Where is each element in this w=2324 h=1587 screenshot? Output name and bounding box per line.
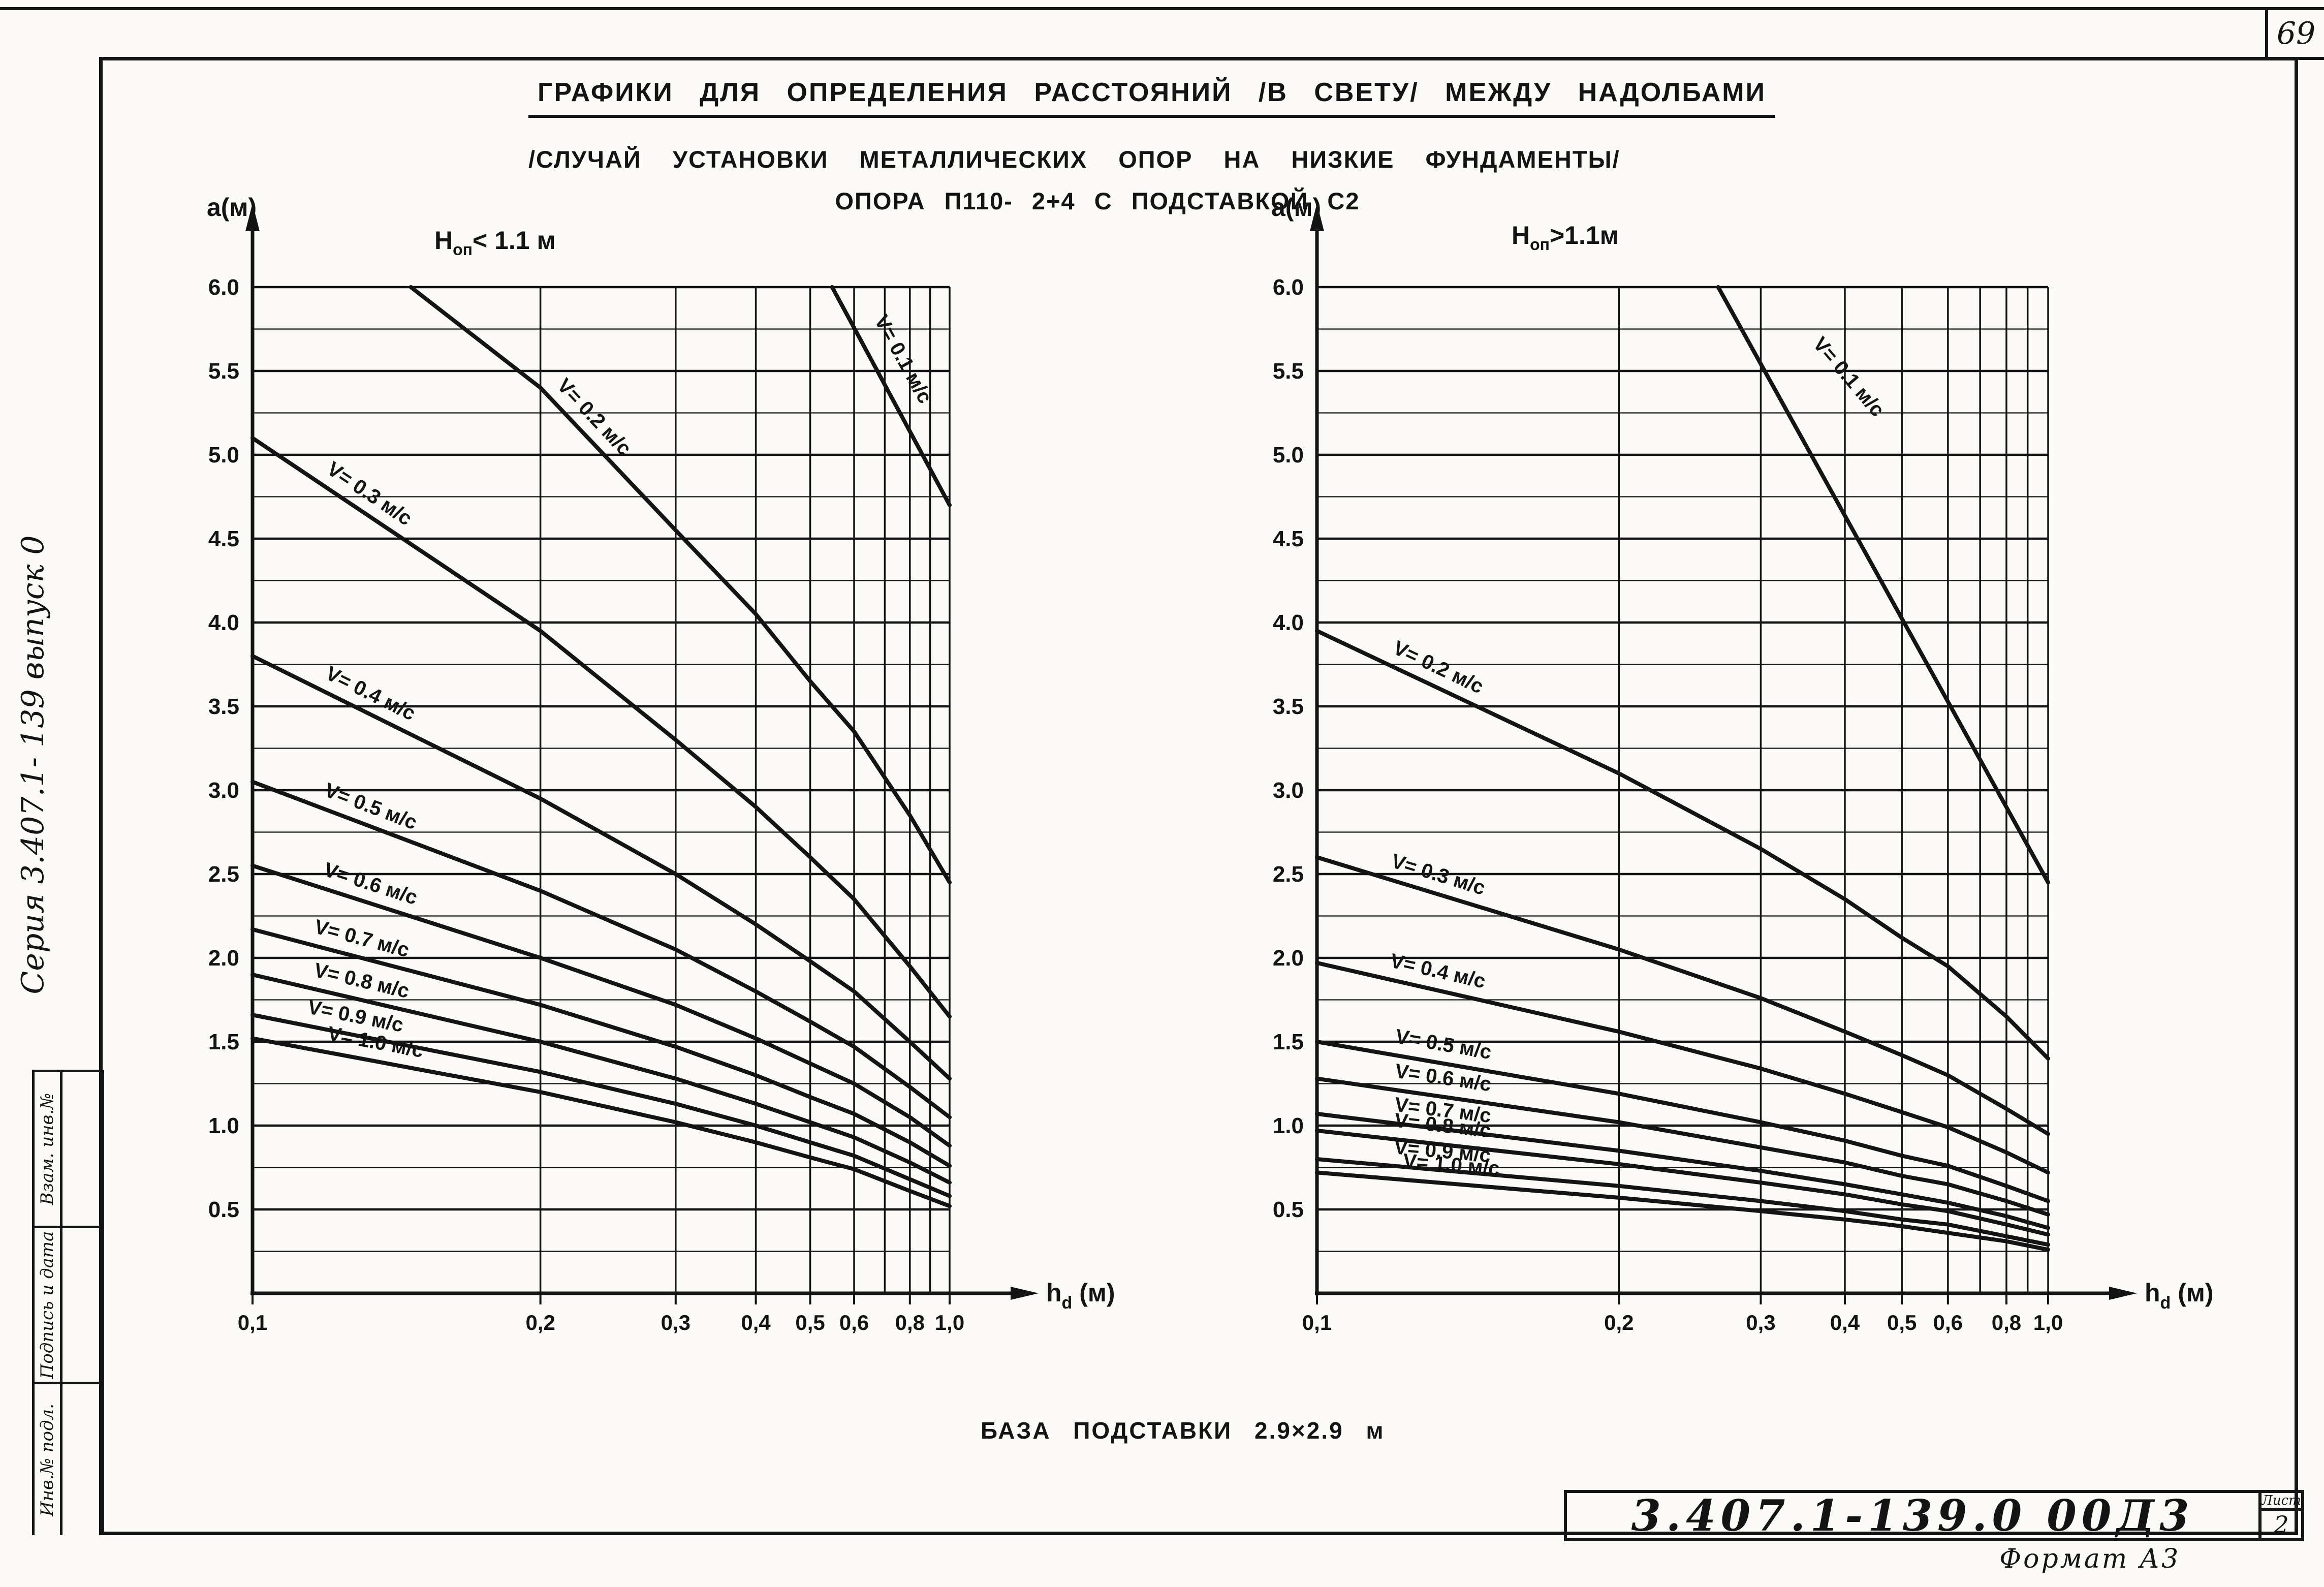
y-axis-arrow-icon <box>245 203 260 231</box>
x-tick-label: 0,6 <box>839 1311 869 1334</box>
x-tick-label: 0,8 <box>895 1311 925 1334</box>
x-tick-label: 1,0 <box>935 1311 964 1334</box>
x-axis-label: hd (м) <box>2145 1279 2214 1313</box>
y-tick-label: 1.0 <box>208 1113 239 1138</box>
sheet-title-line1: ГРАФИКИ ДЛЯ ОПРЕДЕЛЕНИЯ РАССТОЯНИЙ /В СВ… <box>528 77 1775 118</box>
curve-V=0.5м/с <box>1315 1040 2050 1203</box>
y-tick-label: 6.0 <box>1273 275 1304 300</box>
sheet-cell: Лист 2 <box>2258 1493 2301 1538</box>
curve-label-V=0.3м/с: V= 0.3 м/с <box>1389 850 1488 899</box>
curve-V=0.1м/с <box>1716 285 2050 885</box>
curve-V=0.9м/с <box>250 1013 952 1198</box>
x-tick-label: 0,5 <box>1887 1311 1917 1334</box>
curve-label-V=0.1м/с: V= 0.1 м/с <box>870 312 936 407</box>
y-tick-label: 1.0 <box>1273 1113 1304 1138</box>
x-axis-arrow-icon <box>2109 1287 2137 1300</box>
y-tick-label: 4.0 <box>208 610 239 635</box>
y-tick-label: 2.5 <box>208 862 239 887</box>
y-tick-label: 4.0 <box>1273 610 1304 635</box>
x-tick-label: 0,2 <box>1604 1311 1634 1334</box>
y-tick-label: 5.5 <box>208 359 239 384</box>
y-tick-label: 2.0 <box>208 946 239 971</box>
y-axis-arrow-icon <box>1310 203 1324 231</box>
curve-V=0.5м/с <box>250 780 952 1119</box>
curve-label-V=0.7м/с: V= 0.7 м/с <box>312 916 412 962</box>
curve-V=0.7м/с <box>1315 1111 2050 1230</box>
x-tick-label: 0,8 <box>1992 1311 2021 1334</box>
doc-number: 3.407.1-139.0 00Д3 <box>1631 1490 2194 1541</box>
curve-V=0.1м/с <box>830 285 952 507</box>
sheet-title-line3: ОПОРА П110- 2+4 С ПОДСТАВКОЙ С2 <box>835 188 1360 214</box>
frame-top-extension <box>2291 57 2324 60</box>
y-tick-label: 3.0 <box>208 778 239 803</box>
curve-label-V=0.4м/с: V= 0.4 м/с <box>1388 949 1488 992</box>
y-tick-label: 5.0 <box>1273 443 1304 468</box>
y-tick-label: 0.5 <box>1273 1197 1304 1222</box>
y-tick-label: 3.5 <box>1273 694 1304 719</box>
x-tick-label: 0,6 <box>1933 1311 1963 1334</box>
curve-V=0.8м/с <box>250 973 952 1185</box>
chart-left: 0,1 0,2 0,3 0,4 0,5 0,6 0,8 1,0 0.5 1.0 1.5 2.0 2.5 3… <box>207 193 1115 1334</box>
x-axis-arrow-icon <box>1011 1287 1039 1300</box>
y-tick-label: 4.5 <box>1273 526 1304 551</box>
x-tick-label: 0,4 <box>1830 1311 1860 1334</box>
x-tick-label: 1,0 <box>2033 1311 2063 1334</box>
y-tick-label: 4.5 <box>208 526 239 551</box>
sheet-cell-number: 2 <box>2274 1511 2289 1538</box>
curve-V=0.3м/с <box>1315 855 2050 1136</box>
sheet-cell-caption: Лист <box>2262 1493 2301 1511</box>
curve-V=0.3м/с <box>250 436 952 1019</box>
x-tick-label: 0,5 <box>795 1311 825 1334</box>
margin-box-inv: Инв.№ подл. <box>32 1382 104 1535</box>
curve-V=1.0м/с <box>250 1036 952 1208</box>
y-tick-label: 6.0 <box>208 275 239 300</box>
curve-V=0.6м/с <box>250 863 952 1148</box>
base-note: БАЗА ПОДСТАВКИ 2.9×2.9 м <box>981 1417 1385 1444</box>
x-tick-label: 0,3 <box>661 1311 690 1334</box>
curve-V=0.2м/с <box>1315 629 2050 1061</box>
page-number: 69 <box>2276 15 2316 51</box>
curve-V=0.9м/с <box>1315 1157 2050 1247</box>
x-tick-label: 0,2 <box>525 1311 555 1334</box>
y-tick-label: 3.5 <box>208 694 239 719</box>
x-tick-label: 0,1 <box>1302 1311 1332 1334</box>
curve-V=1.0м/с <box>1315 1170 2050 1252</box>
y-tick-label: 2.5 <box>1273 862 1304 887</box>
y-tick-label: 1.5 <box>208 1030 239 1054</box>
title-block: 3.407.1-139.0 00Д3 Лист 2 <box>1564 1490 2304 1541</box>
x-axis-label: hd (м) <box>1046 1279 1115 1313</box>
chart-right: 0,1 0,2 0,3 0,4 0,5 0,6 0,8 1,0 0.5 1.0 1.5 2.0 2.5 3… <box>1271 193 2214 1334</box>
sheet-title-line2: /СЛУЧАЙ УСТАНОВКИ МЕТАЛЛИЧЕСКИХ ОПОР НА … <box>528 146 1620 173</box>
y-tick-label: 2.0 <box>1273 946 1304 971</box>
curve-V=0.8м/с <box>1315 1128 2050 1237</box>
sheet-frame <box>99 57 2298 1535</box>
y-tick-label: 1.5 <box>1273 1030 1304 1054</box>
margin-box-label-cell: Инв.№ подл. <box>35 1384 62 1535</box>
x-tick-label: 0,1 <box>238 1311 267 1334</box>
y-tick-label: 5.5 <box>1273 359 1304 384</box>
y-axis-label: a(м) <box>1271 193 1321 222</box>
format-note: Формат А3 <box>1999 1544 2181 1574</box>
curve-V=0.4м/с <box>250 654 952 1081</box>
margin-box-vzam: Взам. инв.№ <box>32 1070 104 1226</box>
curve-V=0.4м/с <box>1315 960 2050 1175</box>
y-tick-label: 5.0 <box>208 443 239 468</box>
curve-V=0.6м/с <box>1315 1076 2050 1217</box>
margin-box-podpis: Подпись и дата <box>32 1226 104 1382</box>
curve-V=0.2м/с <box>409 285 952 885</box>
y-tick-label: 3.0 <box>1273 778 1304 803</box>
margin-box-label-cell: Подпись и дата <box>35 1228 62 1382</box>
chart-title: Hоп< 1.1 м <box>434 226 555 259</box>
x-tick-label: 0,4 <box>741 1311 771 1334</box>
curve-V=0.7м/с <box>250 927 952 1168</box>
page-top-rule <box>0 7 2324 10</box>
curve-label-V=0.1м/с: V= 0.1 м/с <box>1809 333 1889 421</box>
margin-box-label-cell: Взам. инв.№ <box>35 1072 62 1226</box>
y-tick-label: 0.5 <box>208 1197 239 1222</box>
chart-title: Hоп>1.1м <box>1512 221 1619 254</box>
y-axis-label: a(м) <box>207 193 257 222</box>
x-tick-label: 0,3 <box>1746 1311 1775 1334</box>
